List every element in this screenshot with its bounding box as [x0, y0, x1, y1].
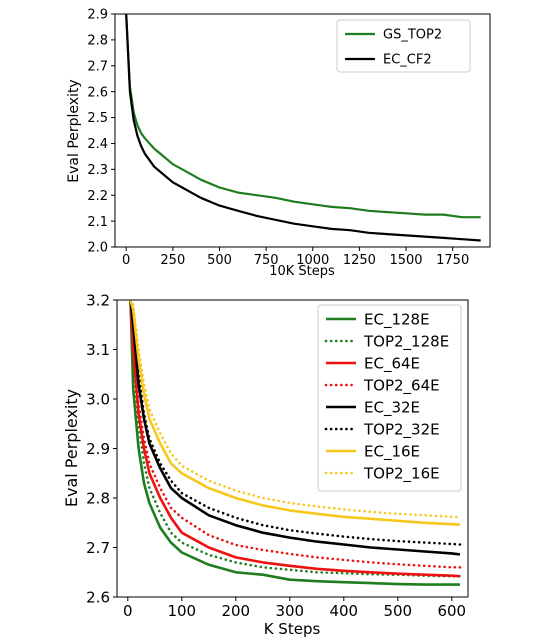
y-tick-label: 2.2	[87, 189, 108, 204]
top-chart-frame	[114, 13, 491, 248]
x-tick-label: 1500	[389, 253, 422, 268]
bottom-chart-xlabel: K Steps	[264, 620, 321, 638]
y-tick-label: 2.9	[86, 440, 110, 458]
bottom-chart: 0 100 200 300 400 500 600 2.6 2.7 2.8 2.9 3.0 3.1 3.…	[62, 291, 469, 638]
series-line-top2-32e	[129, 300, 462, 546]
y-tick-label: 3.0	[86, 390, 110, 408]
legend-label: EC_64E	[364, 354, 420, 373]
y-tick-label: 2.4	[87, 137, 108, 152]
series-line-top2-16e	[129, 300, 462, 519]
legend-label: TOP2_128E	[363, 332, 449, 351]
y-tick-label: 2.7	[86, 539, 110, 557]
series-line-ec-128e	[129, 300, 460, 586]
legend-label: TOP2_16E	[363, 464, 440, 483]
series-line-ec-cf2	[125, 14, 481, 242]
x-tick-label: 1750	[436, 253, 469, 268]
series-line-gs-top2	[125, 14, 481, 219]
x-tick-label: 0	[122, 253, 130, 268]
y-tick-label: 3.1	[86, 341, 110, 359]
y-tick-label: 2.7	[87, 59, 108, 74]
legend-label: EC_128E	[364, 310, 430, 329]
x-tick-label: 300	[275, 602, 304, 620]
top-chart-xlabel: 10K Steps	[269, 264, 335, 279]
y-tick-label: 2.6	[86, 588, 110, 606]
x-tick-label: 200	[221, 602, 250, 620]
y-tick-label: 2.0	[87, 241, 108, 256]
bottom-chart-legend: EC_128E TOP2_128E EC_64E TOP2_64E EC_32E TOP2…	[317, 304, 462, 492]
legend-label: EC_16E	[364, 442, 420, 461]
x-tick-label: 500	[207, 253, 232, 268]
x-tick-label: 600	[437, 602, 466, 620]
legend-label: GS_TOP2	[383, 28, 442, 43]
legend-label: EC_CF2	[383, 53, 432, 68]
x-tick-label: 400	[329, 602, 358, 620]
x-tick-label: 0	[123, 602, 133, 620]
top-chart-legend: GS_TOP2 EC_CF2	[336, 19, 471, 73]
legend-label: TOP2_64E	[363, 376, 440, 395]
series-line-ec-32e	[129, 300, 461, 556]
bottom-chart-ylabel: Eval Perplexity	[62, 389, 81, 507]
y-tick-label: 2.9	[87, 8, 108, 23]
y-tick-label: 2.8	[87, 34, 108, 49]
y-tick-label: 3.2	[86, 291, 110, 309]
x-tick-label: 500	[383, 602, 412, 620]
y-tick-label: 2.6	[87, 85, 108, 100]
y-tick-label: 2.5	[87, 111, 108, 126]
legend-label: EC_32E	[364, 398, 420, 417]
top-chart-ylabel: Eval Perplexity	[66, 79, 82, 182]
x-tick-label: 1250	[343, 253, 376, 268]
y-tick-label: 2.3	[87, 163, 108, 178]
top-chart: 0 250 500 750 1000 1250 1500 1750 2.0 2.1 2.2 2.3 2…	[66, 8, 491, 279]
x-tick-label: 250	[160, 253, 185, 268]
legend-box	[317, 304, 462, 492]
x-tick-label: 750	[254, 253, 279, 268]
y-tick-label: 2.1	[87, 215, 108, 230]
x-tick-label: 100	[167, 602, 196, 620]
x-tick-label: 1000	[296, 253, 329, 268]
y-tick-label: 2.8	[86, 489, 110, 507]
legend-label: TOP2_32E	[363, 420, 440, 439]
series-line-ec-64e	[129, 300, 460, 578]
series-line-top2-64e	[129, 300, 462, 569]
series-line-ec-16e	[129, 300, 460, 526]
